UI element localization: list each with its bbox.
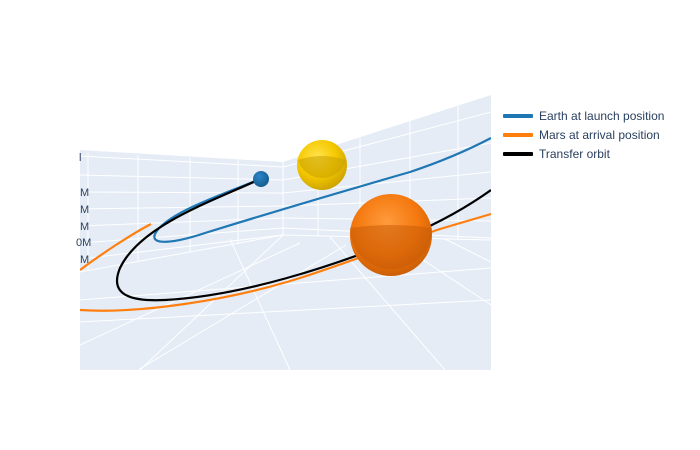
legend-item-earth[interactable]: Earth at launch position — [503, 106, 664, 125]
legend: Earth at launch position Mars at arrival… — [503, 106, 664, 163]
sun-shading — [298, 156, 346, 178]
legend-item-transfer[interactable]: Transfer orbit — [503, 144, 664, 163]
axis-tick-label: l — [79, 152, 81, 164]
legend-label-earth: Earth at launch position — [539, 108, 665, 123]
legend-swatch-mars — [503, 132, 533, 137]
mars-orbit-line[interactable] — [80, 223, 152, 271]
axis-tick-label: 0M — [76, 237, 91, 249]
legend-label-transfer: Transfer orbit — [539, 146, 610, 161]
axis-tick-label: M — [80, 254, 89, 266]
legend-swatch-earth — [503, 113, 533, 118]
mars-shading — [350, 225, 432, 269]
scene-clip-group — [80, 95, 491, 370]
legend-item-mars[interactable]: Mars at arrival position — [503, 125, 664, 144]
earth-orbit-line[interactable] — [153, 137, 491, 243]
legend-label-mars: Mars at arrival position — [539, 127, 660, 142]
axis-tick-label: M — [80, 221, 89, 233]
legend-swatch-transfer — [503, 151, 533, 156]
earth-sphere[interactable] — [253, 171, 269, 187]
axis-tick-label: M — [80, 187, 89, 199]
axis-tick-label: M — [80, 204, 89, 216]
